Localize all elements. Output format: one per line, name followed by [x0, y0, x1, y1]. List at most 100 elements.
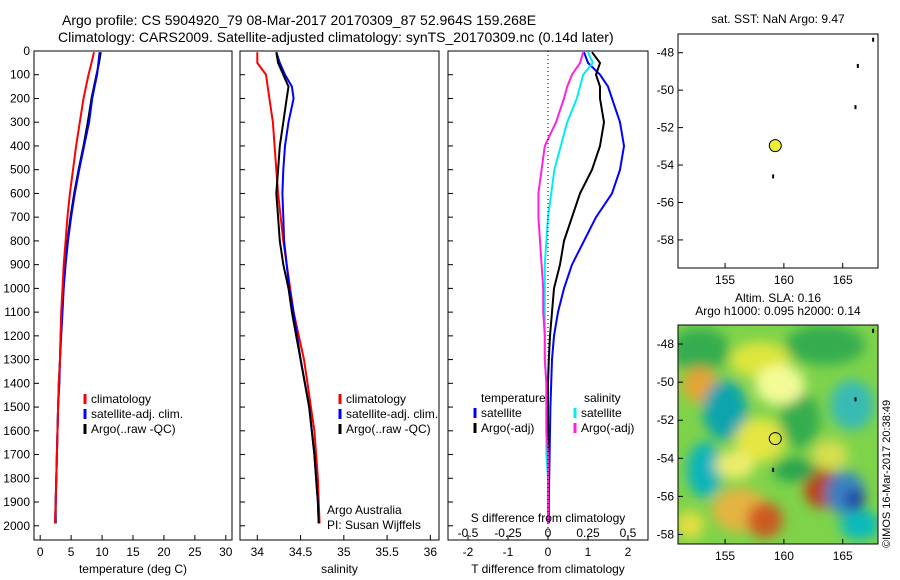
map-x-tick-label-2: 160: [774, 549, 794, 563]
map-x-tick-label-2: 155: [715, 549, 735, 563]
sla-anomaly-blob: [687, 442, 723, 498]
island-speck: [856, 63, 859, 68]
legend-diff-sal-label: satellite: [581, 406, 622, 420]
legend-diff-title: temperature: [481, 391, 546, 405]
plot-frame-2: [239, 50, 440, 541]
sla-map-frame: [677, 324, 879, 545]
y-tick-label-1: 1200: [3, 329, 30, 343]
sla-anomaly-blob: [812, 440, 848, 470]
x-tick-label-1: 5: [68, 545, 75, 559]
series-line-3-3: [537, 51, 585, 524]
legend-diff-temp-label: Argo(-adj): [481, 421, 534, 435]
top-axis-tick-label: 0.25: [576, 526, 600, 540]
x-axis-label-1: temperature (deg C): [79, 562, 187, 576]
map-y-tick-label-1: -58: [657, 233, 675, 247]
legend-diff-title: salinity: [584, 391, 621, 405]
y-tick-label-1: 2000: [3, 519, 30, 533]
y-tick-label-1: 400: [10, 139, 30, 153]
x-tick-label-2: 35.5: [375, 545, 399, 559]
y-tick-label-1: 600: [10, 186, 30, 200]
map-y-tick-label-2: -50: [657, 375, 675, 389]
legend-temp-label: Argo(..raw -QC): [91, 422, 176, 436]
sla-heatmap: [678, 325, 878, 544]
x-tick-label-3: -2: [463, 545, 474, 559]
y-tick-label-1: 1900: [3, 495, 30, 509]
top-axis-tick-label: 0.5: [620, 526, 637, 540]
island-speck: [872, 37, 875, 42]
sla-anomaly-blob: [830, 380, 874, 430]
profile-location-marker: [768, 139, 782, 153]
legend-temp-label: climatology: [91, 392, 151, 406]
map-y-tick-label-1: -52: [657, 121, 675, 135]
credit-text: ©IMOS 16-Mar-2017 20:38:49: [881, 400, 893, 548]
island-speck: [872, 328, 875, 333]
sla-map-title: Altim. SLA: 0.16: [735, 291, 821, 305]
sla-anomaly-blob: [735, 418, 785, 462]
x-tick-label-2: 34.5: [289, 545, 313, 559]
map-y-tick-label-2: -52: [657, 413, 675, 427]
map-y-tick-label-2: -58: [657, 527, 675, 541]
sla-anomaly-blob: [678, 328, 730, 372]
sla-map-subtitle: Argo h1000: 0.095 h2000: 0.14: [695, 304, 861, 318]
y-tick-label-1: 1000: [3, 281, 30, 295]
top-axis-tick-label: -0.5: [458, 526, 479, 540]
y-tick-label-1: 700: [10, 210, 30, 224]
x-tick-label-2: 36: [424, 545, 438, 559]
x-tick-label-1: 30: [219, 545, 233, 559]
sla-anomaly-blob: [840, 510, 878, 540]
top-axis-tick-label: 0: [545, 526, 552, 540]
x-tick-label-3: -1: [503, 545, 514, 559]
map-x-tick-label-1: 160: [774, 273, 794, 287]
legend-sal-label: Argo(..raw -QC): [346, 422, 431, 436]
x-axis-label-3: T difference from climatology: [471, 562, 625, 576]
series-line-2-2: [275, 52, 320, 524]
top-axis-label: S difference from climatology: [471, 511, 626, 525]
legend-sal-label: climatology: [346, 392, 406, 406]
y-tick-label-1: 800: [10, 234, 30, 248]
map-y-tick-label-2: -56: [657, 489, 675, 503]
x-tick-label-2: 35: [337, 545, 351, 559]
y-tick-label-1: 500: [10, 163, 30, 177]
sla-anomaly-blob: [780, 392, 820, 448]
x-tick-label-1: 0: [37, 545, 44, 559]
series-line-3-1: [547, 51, 606, 524]
sla-anomaly-blob: [845, 488, 865, 512]
x-tick-label-3: 0: [545, 545, 552, 559]
y-tick-label-1: 1400: [3, 376, 30, 390]
map-y-tick-label-2: -54: [657, 451, 675, 465]
sla-anomaly-blob: [678, 511, 704, 539]
legend-temp-label: satellite-adj. clim.: [91, 407, 183, 421]
x-tick-label-1: 25: [188, 545, 202, 559]
y-tick-label-1: 1700: [3, 448, 30, 462]
x-axis-label-2: salinity: [321, 562, 358, 576]
map-y-tick-label-1: -56: [657, 195, 675, 209]
y-tick-label-1: 1600: [3, 424, 30, 438]
legend-sal-label: satellite-adj. clim.: [346, 407, 438, 421]
top-axis-tick-label: -0.25: [494, 526, 522, 540]
y-tick-label-1: 1800: [3, 471, 30, 485]
profile-location-marker: [768, 432, 782, 446]
island-speck: [854, 397, 857, 402]
series-line-1-0: [54, 51, 95, 524]
y-tick-label-1: 1300: [3, 353, 30, 367]
y-tick-label-1: 1500: [3, 400, 30, 414]
x-tick-label-1: 15: [126, 545, 140, 559]
y-tick-label-1: 100: [10, 68, 30, 82]
y-tick-label-1: 900: [10, 258, 30, 272]
y-tick-label-1: 200: [10, 91, 30, 105]
legend-diff-temp-label: satellite: [481, 406, 522, 420]
map-x-tick-label-1: 165: [833, 273, 853, 287]
y-tick-label-1: 1100: [4, 305, 30, 319]
map-y-tick-label-1: -50: [657, 83, 675, 97]
sst-map-title: sat. SST: NaN Argo: 9.47: [711, 12, 845, 26]
x-tick-label-3: 1: [585, 545, 592, 559]
y-tick-label-1: 300: [10, 115, 30, 129]
island-speck: [772, 467, 775, 472]
sla-anomaly-blob: [703, 380, 747, 440]
island-speck: [772, 174, 775, 179]
sla-anomaly-blob: [773, 458, 817, 482]
annotation-text: Argo Australia: [327, 503, 402, 517]
x-tick-label-1: 10: [95, 545, 109, 559]
